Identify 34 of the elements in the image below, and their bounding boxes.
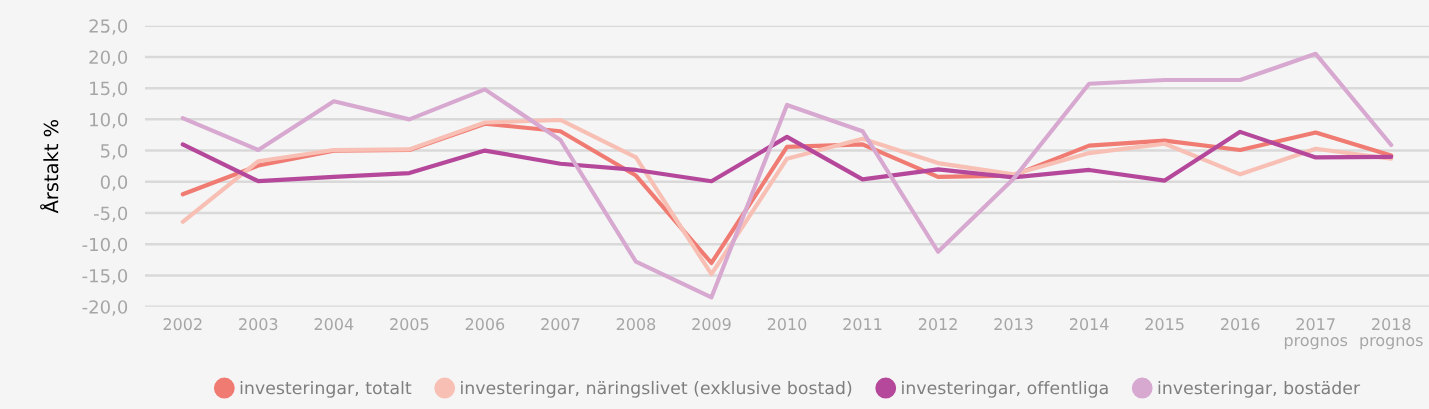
line-series <box>180 51 1394 300</box>
y-tick-label: -5,0 <box>93 206 128 222</box>
legend-label: investeringar, totalt <box>240 380 412 398</box>
x-tick-label: 2017 prognos <box>1284 318 1348 350</box>
y-tick-label: 25,0 <box>89 19 128 35</box>
y-tick-label: 5,0 <box>101 144 128 160</box>
y-tick-label: 0,0 <box>100 175 128 191</box>
x-tick-label: 2010 <box>767 318 807 331</box>
y-tick-label: -20,0 <box>82 300 128 316</box>
x-tick-label: 2002 <box>163 318 202 331</box>
y-tick-label: -10,0 <box>82 237 128 254</box>
x-tick-label: 2011 <box>843 318 882 331</box>
x-tick-label: 2014 <box>1069 318 1109 331</box>
x-tick-label: 2012 <box>918 318 957 331</box>
line-series <box>180 129 1394 184</box>
y-tick-label: 10,0 <box>90 112 128 129</box>
x-tick-label: 2013 <box>994 318 1033 331</box>
x-tick-label: 2007 <box>541 318 580 331</box>
x-tick-label: 2004 <box>314 318 354 331</box>
x-tick-label: 2009 <box>692 318 731 331</box>
y-tick-label: 15,0 <box>90 81 128 98</box>
legend-label: investeringar, näringslivet (exklusive bostad) <box>461 380 852 398</box>
x-tick-label: 2006 <box>465 318 505 331</box>
legend-label: investeringar, bostäder <box>1158 380 1361 398</box>
x-tick-label: 2008 <box>616 318 656 331</box>
x-tick-label: 2015 <box>1145 318 1184 331</box>
x-tick-label: 2005 <box>390 318 429 331</box>
x-tick-label: 2016 <box>1221 318 1260 331</box>
y-axis-title: Årstakt % <box>40 120 59 214</box>
x-tick-label: 2018 prognos <box>1360 318 1423 350</box>
legend-label: investeringar, offentliga <box>902 380 1108 398</box>
y-tick-label: 20,0 <box>89 50 128 66</box>
x-tick-label: 2003 <box>239 318 278 331</box>
y-tick-label: -15,0 <box>82 268 128 285</box>
